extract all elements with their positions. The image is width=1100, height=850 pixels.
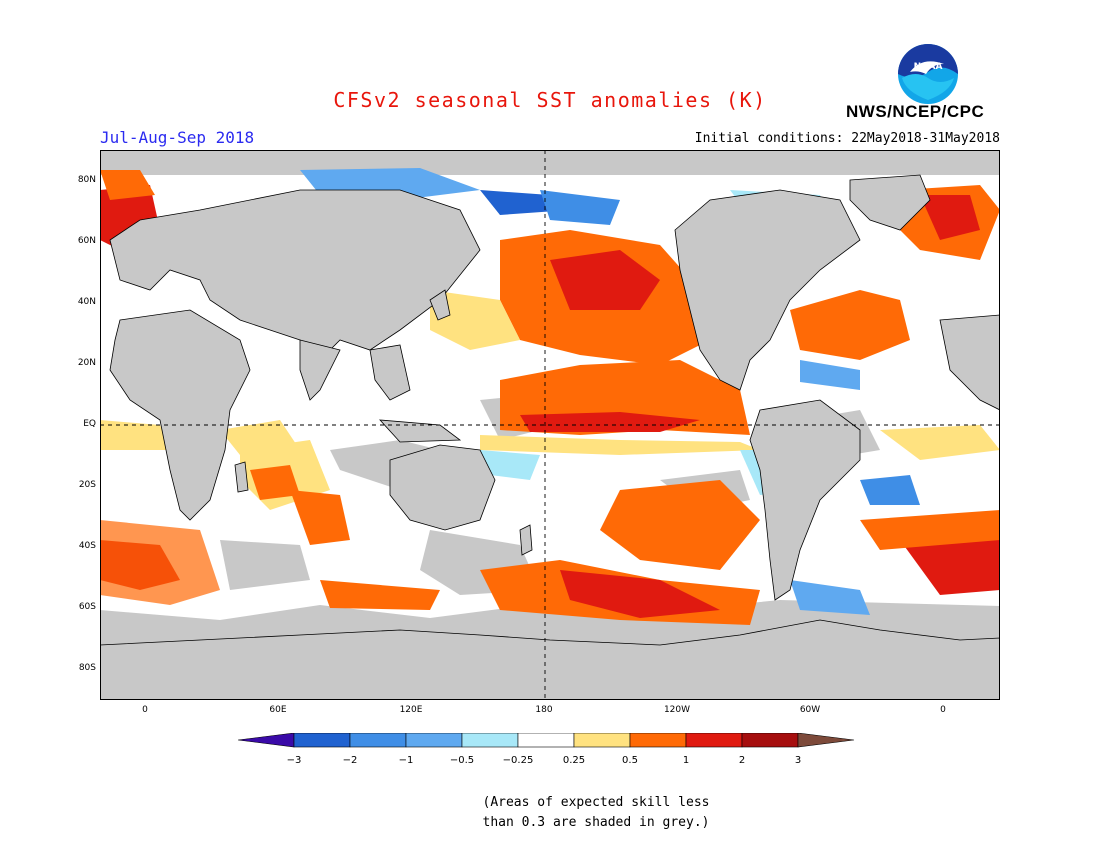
colorbar-segment <box>461 733 519 748</box>
latitude-label: 40S <box>78 541 96 551</box>
colorbar-segment <box>797 733 855 748</box>
organization-label: NWS/NCEP/CPC <box>846 102 985 121</box>
land-masses <box>100 174 1000 700</box>
colorbar-segment <box>629 733 687 748</box>
colorbar-segment <box>517 733 575 748</box>
longitude-label: 120E <box>399 705 423 715</box>
colorbar-segment <box>741 733 799 748</box>
colorbar-tick-label: 1 <box>683 755 689 766</box>
colorbar-tick-label: 0.25 <box>563 755 585 766</box>
colorbar-tick-label: −2 <box>343 755 358 766</box>
logo-text: NOAA <box>914 62 943 72</box>
latitude-label: 40N <box>77 297 96 307</box>
noaa-logo-icon: NOAA <box>898 44 958 104</box>
longitude-label: 0 <box>940 705 946 715</box>
colorbar-tick-label: −3 <box>287 755 302 766</box>
colorbar-tick-label: −1 <box>399 755 414 766</box>
colorbar-tick-label: 3 <box>795 755 801 766</box>
season-label: Jul-Aug-Sep 2018 <box>100 128 255 147</box>
colorbar-tick-label: −0.5 <box>450 755 474 766</box>
colorbar-tick-label: 0.5 <box>622 755 638 766</box>
longitude-label: 0 <box>142 705 148 715</box>
colorbar-tick-label: 2 <box>739 755 745 766</box>
longitude-label: 60W <box>799 705 821 715</box>
sst-anomaly-map <box>100 150 1000 700</box>
colorbar-tick-label: −0.25 <box>503 755 534 766</box>
skill-note-line-2: than 0.3 are shaded in grey.) <box>482 815 710 830</box>
latitude-label: EQ <box>83 419 96 429</box>
warm-anomaly-areas <box>100 170 1000 625</box>
skill-note: (Areas of expected skill less than 0.3 a… <box>0 793 1100 833</box>
colorbar-segment <box>238 733 295 748</box>
chart-title: CFSv2 seasonal SST anomalies (K) <box>333 88 767 112</box>
latitude-label: 20N <box>77 358 96 368</box>
initial-conditions-label: Initial conditions: 22May2018-31May2018 <box>694 131 1000 146</box>
colorbar-segment <box>573 733 631 748</box>
colorbar-segment <box>293 733 351 748</box>
longitude-label: 120W <box>663 705 691 715</box>
latitude-label: 80S <box>78 663 96 673</box>
colorbar-segment <box>405 733 463 748</box>
longitude-label: 60E <box>269 705 287 715</box>
colorbar-segment <box>349 733 407 748</box>
latitude-label: 60S <box>78 602 96 612</box>
longitude-label: 180 <box>535 705 553 715</box>
latitude-label: 60N <box>77 236 96 246</box>
latitude-label: 80N <box>77 175 96 185</box>
skill-note-line-1: (Areas of expected skill less <box>482 795 710 810</box>
colorbar-segment <box>685 733 743 748</box>
colorbar: −3 −2 −1 −0.5 −0.25 0.25 0.5 1 2 3 <box>238 733 855 766</box>
latitude-label: 20S <box>78 480 96 490</box>
